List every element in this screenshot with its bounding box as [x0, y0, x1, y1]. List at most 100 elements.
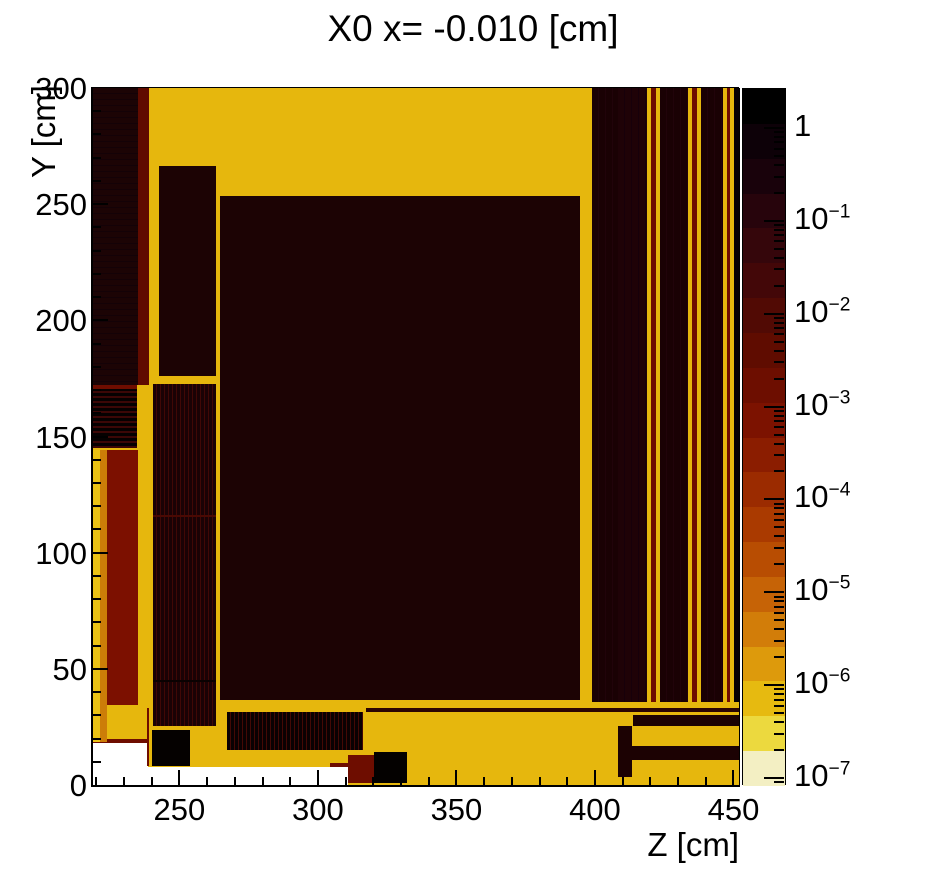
x-axis-minor-tick [621, 777, 624, 785]
x-axis-minor-tick [261, 777, 264, 785]
region-right-maroon-1 [650, 88, 656, 703]
colorbar-tick [774, 502, 784, 505]
region-right-yellow-2 [655, 88, 661, 703]
region-right-col-4 [701, 88, 723, 703]
colorbar-band [743, 193, 785, 229]
colorbar-tick-label: 10−1 [794, 200, 851, 236]
colorbar-tick [774, 224, 784, 227]
x-axis-minor-tick [649, 777, 652, 785]
x-axis-major-tick [593, 770, 596, 785]
colorbar-tick [774, 321, 784, 324]
colorbar-tick [774, 519, 784, 522]
colorbar-tick [774, 284, 784, 287]
y-axis-minor-tick [93, 760, 101, 763]
region-no-data-bottom-mid [148, 767, 349, 785]
x-axis-minor-tick [95, 777, 98, 785]
region-edge-strip-bright [93, 449, 100, 742]
y-axis-tick-label: 0 [69, 768, 87, 803]
x-axis-minor-tick [427, 777, 430, 785]
x-axis-tick-label: 350 [430, 792, 483, 827]
colorbar-tick [774, 698, 784, 701]
colorbar-tick [774, 99, 784, 102]
colorbar-tick [774, 563, 784, 566]
colorbar-tick [774, 147, 784, 150]
region-right-maroon-3 [727, 88, 730, 703]
colorbar-tick-label: 10−7 [794, 757, 851, 793]
y-axis-minor-tick [93, 226, 101, 229]
colorbar-tick [774, 409, 784, 412]
region-bottom-maroon-block [348, 755, 375, 783]
plot-title: X0 x= -0.010 [cm] [327, 8, 619, 49]
y-axis-minor-tick [93, 574, 101, 577]
colorbar-tick [764, 312, 784, 315]
colorbar-tick [774, 256, 784, 259]
colorbar-tick-label: 10−2 [794, 293, 851, 329]
colorbar-tick [774, 163, 784, 166]
colorbar-tick [764, 219, 784, 222]
region-left-hstriped-border [93, 384, 138, 390]
region-bottom-black-block [374, 752, 408, 783]
colorbar-tick [774, 240, 784, 243]
y-axis-minor-tick [93, 598, 101, 601]
y-axis-minor-tick [93, 528, 101, 531]
colorbar-tick [764, 684, 784, 687]
region-bottom-maroon-sliver [330, 762, 349, 768]
colorbar-tick [774, 535, 784, 538]
y-axis-tick-label: 100 [35, 535, 87, 571]
colorbar-tick [764, 776, 784, 779]
colorbar-tick [774, 340, 784, 343]
x-axis-minor-tick [123, 777, 126, 785]
colorbar-tick [774, 688, 784, 691]
y-axis-major-tick [93, 667, 108, 670]
colorbar-tick [774, 135, 784, 138]
colorbar-tick [774, 470, 784, 473]
y-axis-minor-tick [93, 714, 101, 717]
y-axis-title: Y [cm] [25, 85, 62, 178]
region-central-block [219, 196, 580, 700]
colorbar-tick [774, 595, 784, 598]
colorbar-tick [774, 426, 784, 429]
y-axis-minor-tick [93, 179, 101, 182]
colorbar-tick [774, 247, 784, 250]
colorbar-tick [764, 498, 784, 501]
y-axis-minor-tick [93, 505, 101, 508]
frame-top-line [93, 87, 739, 88]
colorbar-tick [774, 433, 784, 436]
colorbar-tick [774, 749, 784, 752]
x-axis-tick-label: 400 [569, 792, 621, 827]
region-right-yellow-3 [688, 88, 692, 703]
region-br-vertical-connector [617, 725, 633, 778]
region-br-band-lower [617, 745, 739, 760]
region-br-band-upper [632, 715, 739, 726]
region-edge-strip-orange [99, 449, 108, 742]
x-axis-minor-tick [677, 777, 680, 785]
region-vstriped-column-line1 [153, 514, 216, 517]
colorbar-tick [774, 228, 784, 231]
x-axis-minor-tick [566, 777, 569, 785]
region-right-col-1 [591, 88, 618, 703]
x-axis-minor-tick [206, 777, 209, 785]
x-axis-minor-tick [400, 777, 403, 785]
colorbar-tick [774, 361, 784, 364]
colorbar-tick-label: 1 [794, 108, 812, 143]
frame-right-line [739, 88, 740, 785]
y-axis-tick-label: 250 [35, 187, 87, 223]
colorbar-tick [774, 131, 784, 134]
y-axis-minor-tick [93, 133, 101, 136]
y-axis-minor-tick [93, 156, 101, 159]
x-axis-minor-tick [704, 777, 707, 785]
colorbar-tick-label: 10−4 [794, 479, 851, 515]
y-axis-minor-tick [93, 365, 101, 368]
region-left-maroon-stripe [137, 88, 149, 385]
x-axis-minor-tick [372, 777, 375, 785]
y-axis-minor-tick [93, 296, 101, 299]
colorbar-band [743, 89, 785, 125]
colorbar-tick [774, 419, 784, 422]
region-right-yellow-4 [696, 88, 702, 703]
region-left-hstriped-region [93, 387, 138, 449]
colorbar-tick [774, 191, 784, 194]
region-vstriped-column [153, 383, 216, 726]
x-axis-major-tick [316, 770, 319, 785]
colorbar-tick [764, 591, 784, 594]
